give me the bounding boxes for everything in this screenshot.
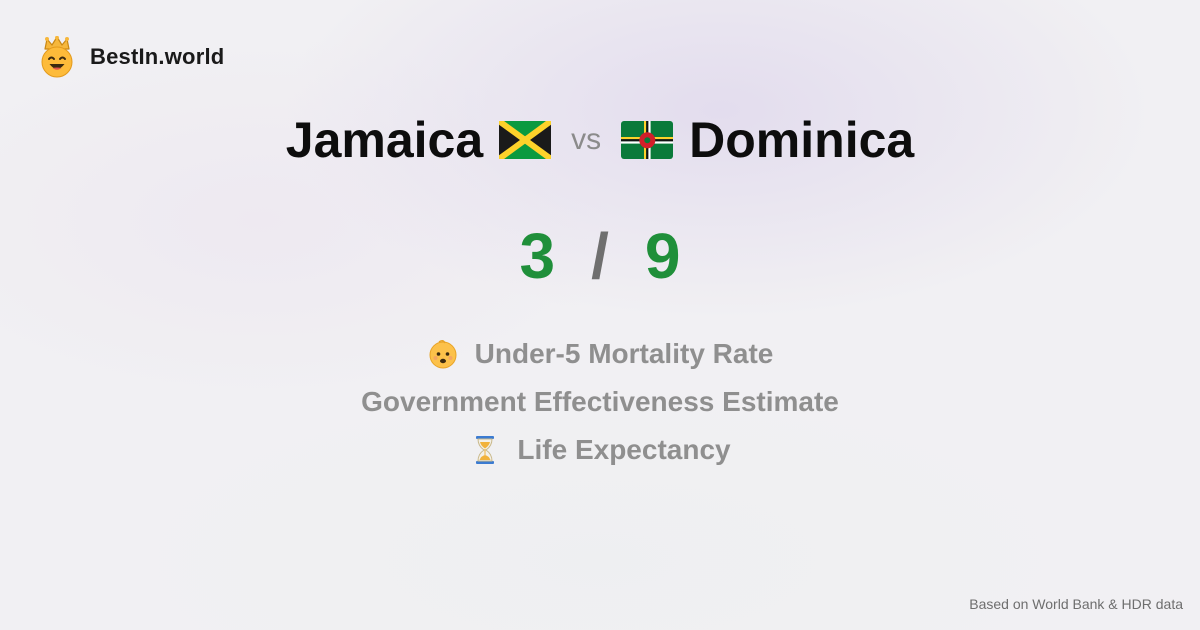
metric-label: Government Effectiveness Estimate (361, 386, 839, 417)
hourglass-icon (476, 436, 495, 464)
vs-label: vs (571, 123, 602, 156)
score: 3 / 9 (0, 220, 1200, 292)
right-score: 9 (644, 220, 681, 292)
metric-label: Under-5 Mortality Rate (474, 338, 774, 369)
metric-label: Life Expectancy (517, 434, 731, 465)
metrics-list: Under-5 Mortality Rate Government Effect… (0, 338, 1200, 466)
left-country-name: Jamaica (285, 112, 484, 168)
dominica-flag-icon (621, 121, 674, 159)
score-separator: / (591, 220, 609, 292)
right-country-name: Dominica (689, 112, 915, 168)
left-score: 3 (519, 220, 556, 292)
brand[interactable]: BestIn.world (38, 36, 224, 78)
smiling-king-icon (41, 36, 73, 78)
jamaica-flag-icon (499, 121, 552, 159)
metric-item: Government Effectiveness Estimate (361, 386, 839, 418)
comparison-title: Jamaica vs Dominica (0, 110, 1200, 170)
brand-name: BestIn.world (90, 44, 225, 69)
data-source-note: Based on World Bank & HDR data (969, 596, 1183, 612)
metric-item: Life Expectancy (469, 434, 731, 466)
metric-item: Under-5 Mortality Rate (427, 338, 774, 370)
baby-icon (429, 339, 457, 369)
